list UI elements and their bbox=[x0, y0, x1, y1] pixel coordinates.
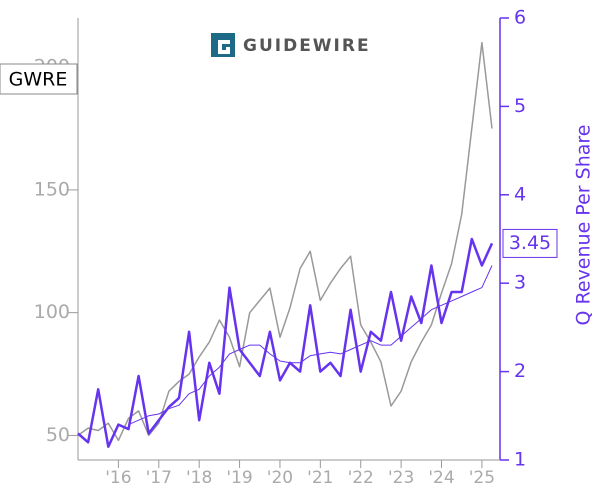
x-tick-label: '16 bbox=[105, 468, 131, 488]
x-tick-label: '17 bbox=[146, 468, 172, 488]
last-value-label: 3.45 bbox=[509, 232, 551, 254]
logo: GUIDEWIRE bbox=[211, 33, 371, 57]
x-tick-label: '20 bbox=[267, 468, 293, 488]
x-tick-label: '18 bbox=[186, 468, 212, 488]
y2-tick-label: 1 bbox=[514, 449, 526, 471]
y2-tick-label: 5 bbox=[514, 95, 526, 117]
y-tick-label: 50 bbox=[46, 424, 70, 446]
series-line bbox=[77, 237, 494, 448]
y2-tick-label: 2 bbox=[514, 360, 526, 382]
y2-axis-label: Q Revenue Per Share bbox=[573, 125, 595, 326]
last-value-box bbox=[502, 228, 558, 258]
y2-tick-label: 4 bbox=[514, 183, 526, 205]
y-tick-label: 100 bbox=[34, 301, 70, 323]
series-line bbox=[128, 265, 493, 426]
y2-tick-label: 6 bbox=[514, 7, 526, 29]
logo-glyph bbox=[218, 40, 230, 54]
x-tick-label: '23 bbox=[388, 468, 414, 488]
y-tick-label: 150 bbox=[34, 178, 70, 200]
logo-text: GUIDEWIRE bbox=[243, 36, 371, 56]
x-tick-label: '22 bbox=[348, 468, 374, 488]
x-tick-label: '24 bbox=[428, 468, 454, 488]
y2-tick-label: 3 bbox=[514, 272, 526, 294]
x-tick-label: '19 bbox=[226, 468, 252, 488]
ticker: GWRE bbox=[9, 69, 68, 91]
x-tick-label: '25 bbox=[469, 468, 495, 488]
ticker-box bbox=[0, 63, 78, 95]
x-tick-label: '21 bbox=[307, 468, 333, 488]
series-line bbox=[77, 41, 493, 442]
